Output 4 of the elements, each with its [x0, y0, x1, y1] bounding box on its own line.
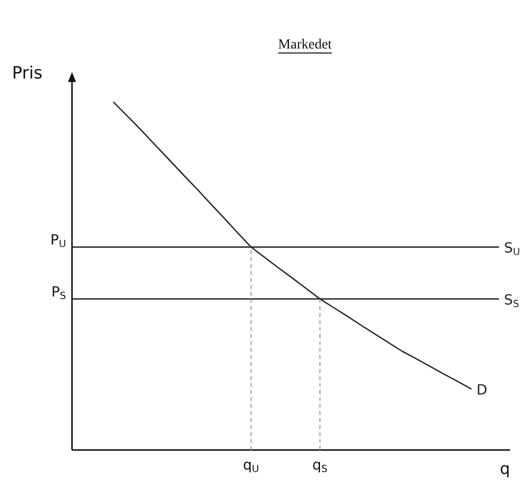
y-axis-title: Pris — [12, 63, 43, 84]
chart-title: Markedet — [278, 38, 332, 53]
x-axis-title: q — [500, 459, 510, 478]
series-label: D — [476, 382, 488, 399]
